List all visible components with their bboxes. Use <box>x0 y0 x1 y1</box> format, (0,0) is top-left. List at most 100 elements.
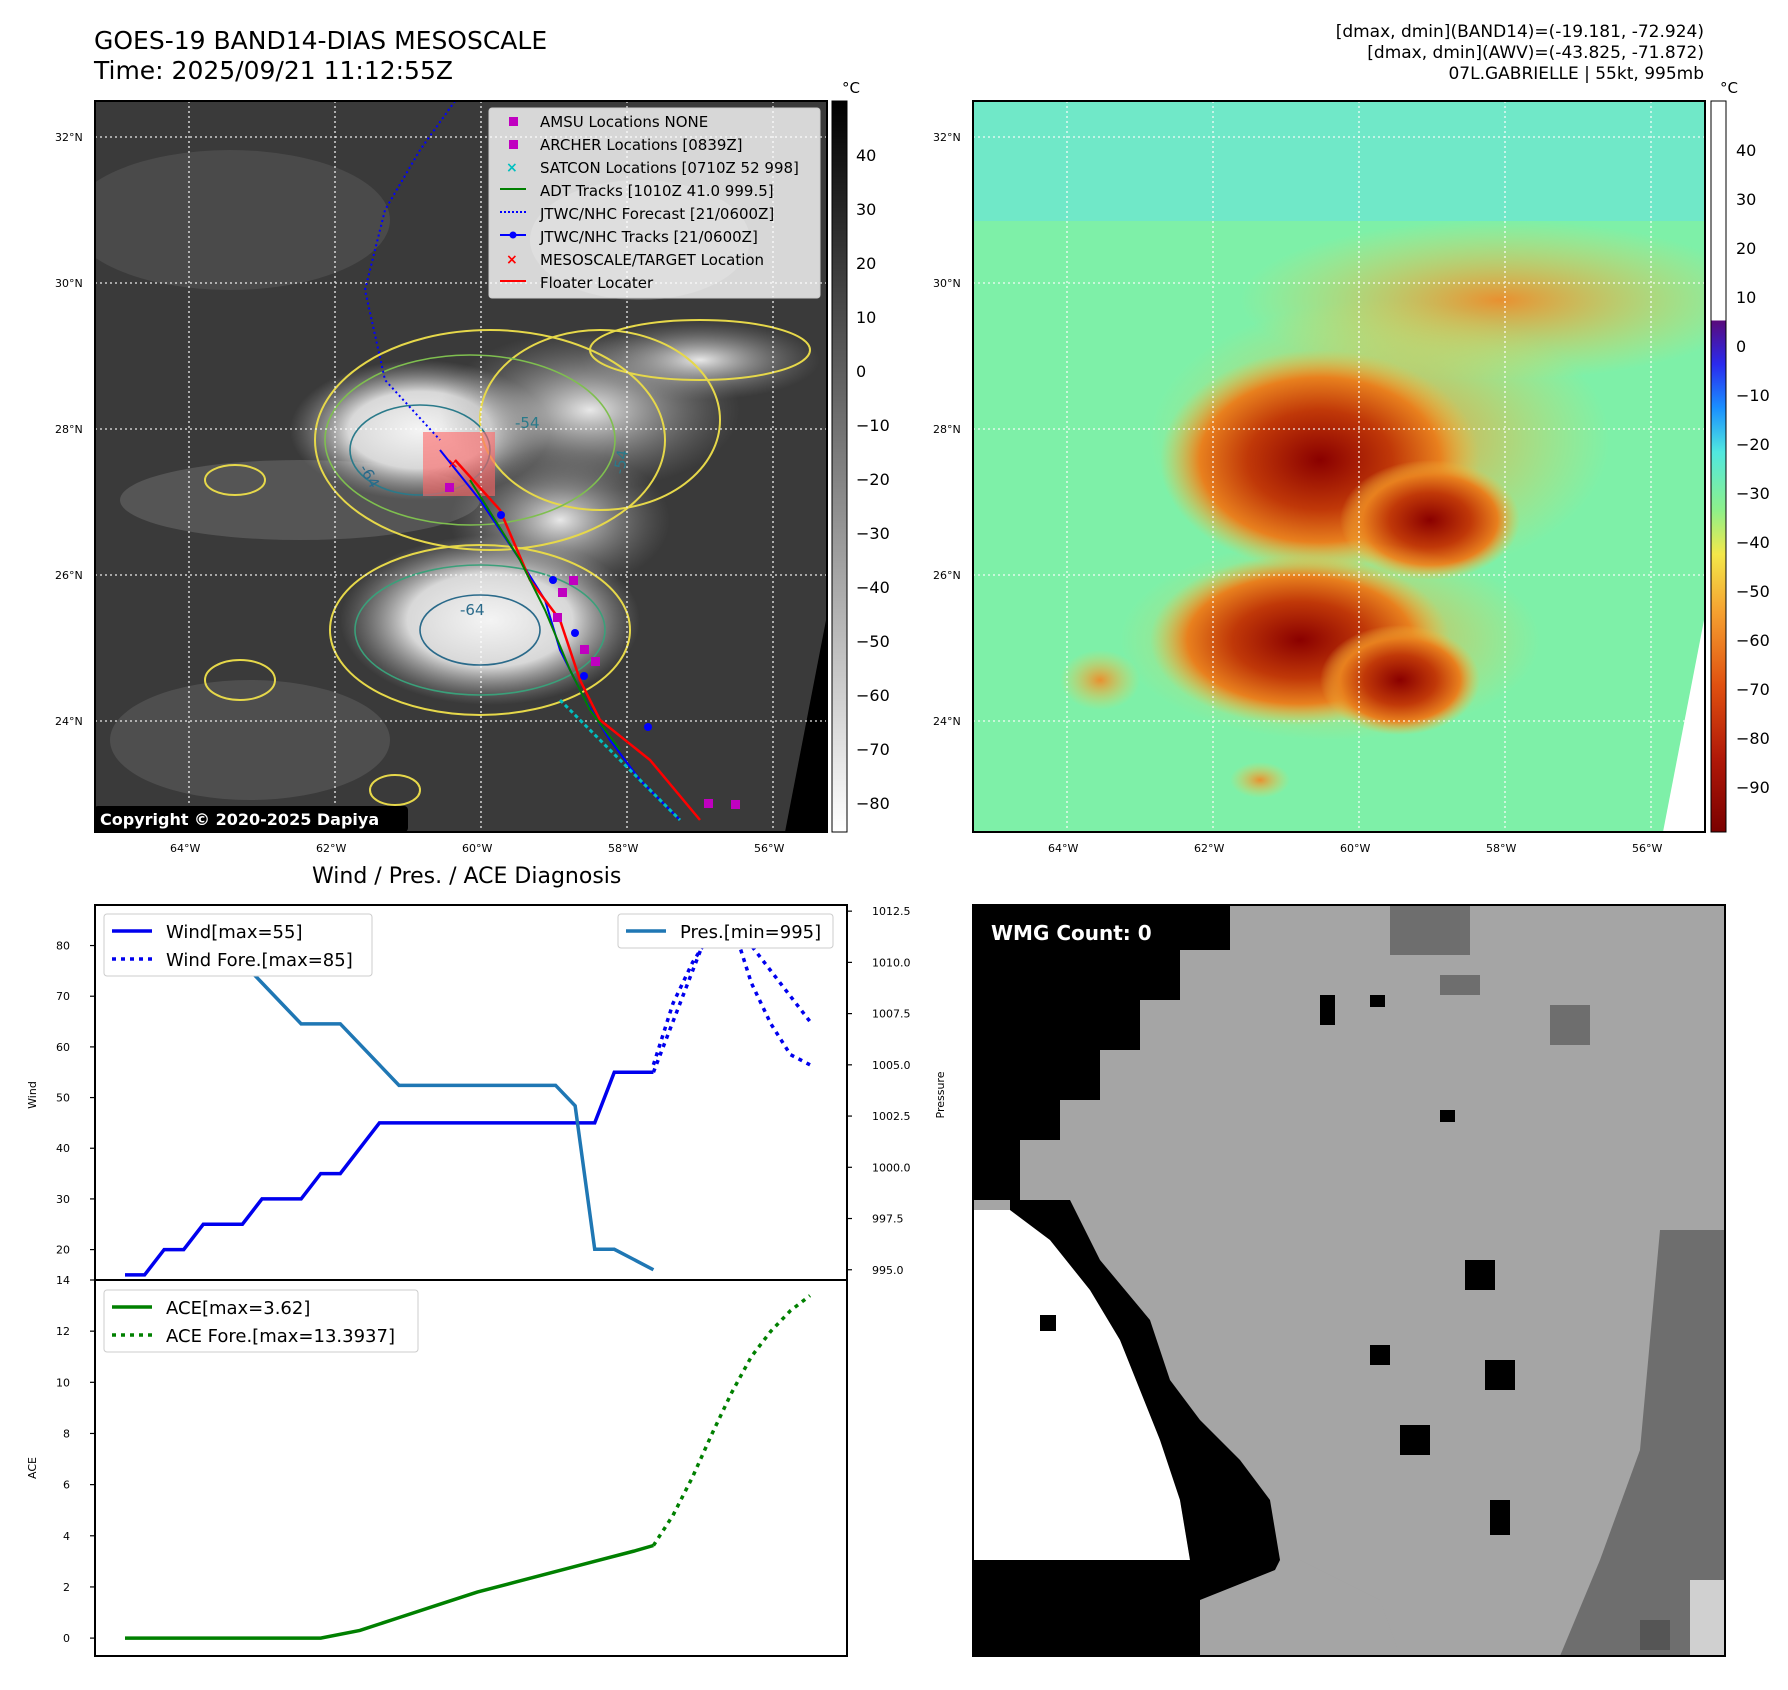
legend-marker-target: × <box>506 252 518 268</box>
legend-label-wind-forecast: Wind Fore.[max=85] <box>166 950 353 971</box>
tick-label: 50 <box>56 1092 70 1105</box>
cbar-tick: 0 <box>1736 337 1746 356</box>
band14-colorbar-ticks: 40 30 20 10 0 −10 −20 −30 −40 −50 −60 −7… <box>856 146 890 813</box>
lat-label: 30°N <box>55 277 83 290</box>
diagnosis-title: Wind / Pres. / ACE Diagnosis <box>312 864 622 889</box>
lat-label: 32°N <box>933 131 961 144</box>
stats-band14: [dmax, dmin](BAND14)=(-19.181, -72.924) <box>1335 22 1704 42</box>
wind-ylabel: Wind <box>26 1081 39 1109</box>
tick-label: 995.0 <box>872 1264 904 1277</box>
pres-axis-ticks: 1012.5 1010.0 1007.5 1005.0 1002.5 1000.0 997.… <box>847 905 911 1277</box>
cbar-tick: −70 <box>856 740 890 759</box>
tick-label: 14 <box>56 1274 70 1287</box>
stats-awv: [dmax, dmin](AWV)=(-43.825, -71.872) <box>1367 43 1704 63</box>
cbar-tick: −50 <box>856 632 890 651</box>
tick-label: 1005.0 <box>872 1059 911 1072</box>
band14-colorbar-unit: °C <box>842 79 860 97</box>
cbar-tick: −60 <box>1736 631 1770 650</box>
ace-ylabel: ACE <box>26 1457 39 1479</box>
lon-label: 56°W <box>1632 842 1662 855</box>
cbar-tick: −30 <box>1736 484 1770 503</box>
tick-label: 80 <box>56 940 70 953</box>
ace-series-group <box>125 1294 812 1640</box>
cbar-tick: −30 <box>856 524 890 543</box>
cbar-tick: −40 <box>856 578 890 597</box>
figure-time: Time: 2025/09/21 11:12:55Z <box>94 56 453 85</box>
figure-title: GOES-19 BAND14-DIAS MESOSCALE <box>94 26 548 55</box>
lon-label: 56°W <box>754 842 784 855</box>
cbar-tick: −40 <box>1736 533 1770 552</box>
cbar-tick: 10 <box>856 308 876 327</box>
lon-label: 62°W <box>316 842 346 855</box>
cbar-tick: 10 <box>1736 288 1756 307</box>
lat-label: 28°N <box>55 423 83 436</box>
cbar-tick: −80 <box>856 794 890 813</box>
lon-label: 60°W <box>1340 842 1370 855</box>
cbar-tick: −90 <box>1736 778 1770 797</box>
lat-label: 32°N <box>55 131 83 144</box>
ace-forecast-line <box>651 1294 812 1547</box>
lat-label: 24°N <box>933 715 961 728</box>
contour-label: -64 <box>460 601 485 619</box>
lat-label: 28°N <box>933 423 961 436</box>
tick-label: 12 <box>56 1325 70 1338</box>
legend-label-archer: ARCHER Locations [0839Z] <box>540 136 743 154</box>
awv-colorbar-unit: °C <box>1720 79 1738 97</box>
tick-label: 70 <box>56 990 70 1003</box>
legend-marker-amsu <box>509 117 518 126</box>
tick-label: 10 <box>56 1376 70 1389</box>
wind-line <box>125 1070 654 1277</box>
wmg-badge <box>983 918 1166 948</box>
lat-label: 24°N <box>55 715 83 728</box>
cbar-tick: −20 <box>856 470 890 489</box>
cbar-tick: 30 <box>1736 190 1756 209</box>
tick-label: 1010.0 <box>872 956 911 969</box>
awv-colorbar <box>1710 100 1727 833</box>
legend-label-ace-forecast: ACE Fore.[max=13.3937] <box>166 1326 395 1347</box>
legend-label-target: MESOSCALE/TARGET Location <box>540 251 764 269</box>
tick-label: 1000.0 <box>872 1161 911 1174</box>
map-legend: × × AMSU Locations NONE ARCHER Locations… <box>488 107 821 299</box>
ace-axis-ticks: 14 12 10 8 6 4 2 0 <box>56 1274 95 1645</box>
cbar-tick: −60 <box>856 686 890 705</box>
ace-line <box>125 1543 654 1640</box>
tick-label: 40 <box>56 1142 70 1155</box>
tick-label: 6 <box>63 1479 70 1492</box>
copyright-text: Copyright © 2020-2025 Dapiya <box>100 810 379 829</box>
legend-marker-archer <box>509 140 518 149</box>
legend-label-floater: Floater Locater <box>540 274 654 292</box>
lon-label: 58°W <box>608 842 638 855</box>
legend-dot-tracks <box>509 231 517 239</box>
cbar-tick: −10 <box>856 416 890 435</box>
wind-legend: Wind[max=55] Wind Fore.[max=85] <box>103 913 373 977</box>
tick-label: 0 <box>63 1632 70 1645</box>
tick-label: 2 <box>63 1581 70 1594</box>
tick-label: 1012.5 <box>872 905 911 918</box>
legend-label-forecast: JTWC/NHC Forecast [21/0600Z] <box>539 205 774 223</box>
lon-label: 58°W <box>1486 842 1516 855</box>
legend-label-satcon: SATCON Locations [0710Z 52 998] <box>540 159 799 177</box>
legend-label-adt: ADT Tracks [1010Z 41.0 999.5] <box>540 182 774 200</box>
cbar-tick: −10 <box>1736 386 1770 405</box>
lat-label: 30°N <box>933 277 961 290</box>
tick-label: 1002.5 <box>872 1110 911 1123</box>
lon-label: 62°W <box>1194 842 1224 855</box>
legend-marker-satcon: × <box>506 160 518 176</box>
ace-legend: ACE[max=3.62] ACE Fore.[max=13.3937] <box>103 1289 419 1353</box>
tick-label: 1007.5 <box>872 1008 911 1021</box>
legend-label-pres: Pres.[min=995] <box>680 922 821 943</box>
cbar-tick: −70 <box>1736 680 1770 699</box>
lat-label: 26°N <box>933 569 961 582</box>
tick-label: 8 <box>63 1427 70 1440</box>
ace-panel-frame <box>94 1279 848 1657</box>
cbar-tick: 40 <box>1736 141 1756 160</box>
svg-text:×: × <box>447 456 459 472</box>
lon-label: 64°W <box>170 842 200 855</box>
pres-legend: Pres.[min=995] <box>617 913 834 949</box>
legend-label-ace: ACE[max=3.62] <box>166 1298 310 1319</box>
lat-label: 26°N <box>55 569 83 582</box>
